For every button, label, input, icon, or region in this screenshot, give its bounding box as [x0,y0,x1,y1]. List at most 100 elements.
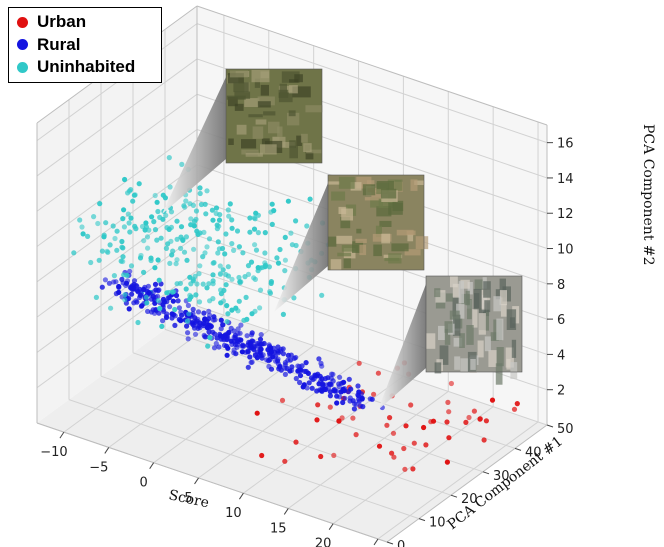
data-point-uninhabited [157,305,163,312]
image-texture [410,179,418,191]
x-tick-mark [373,538,379,546]
data-point-rural [116,289,122,295]
data-point-uninhabited [196,299,203,305]
y-tick-mark [418,518,426,522]
data-point-rural [126,306,132,312]
data-point-urban [410,466,416,472]
x-tick-mark [104,447,110,454]
x-tick-label: −10 [40,445,67,460]
data-point-rural [206,316,212,322]
data-point-urban [511,406,518,412]
y-tick-label: 0 [397,539,405,547]
image-texture [459,333,465,348]
data-point-urban [254,410,260,416]
data-point-rural [150,307,156,313]
data-point-uninhabited [136,181,142,187]
data-point-rural [350,398,356,404]
image-texture [260,144,277,155]
data-point-uninhabited [93,294,99,300]
data-point-rural [340,399,346,406]
data-point-uninhabited [120,258,126,265]
data-point-uninhabited [178,245,184,251]
pane-edge [196,5,548,126]
image-texture [452,314,461,336]
data-point-uninhabited [204,285,210,291]
data-point-rural [190,306,196,312]
data-point-rural [285,352,291,358]
data-point-rural [119,276,125,282]
data-point-rural [102,277,108,283]
image-texture [388,253,402,264]
data-point-rural [163,314,170,321]
data-point-uninhabited [229,225,235,231]
data-point-uninhabited [207,335,213,341]
data-point-uninhabited [179,161,185,167]
image-texture [458,281,464,304]
data-point-rural [257,336,264,342]
image-texture [434,288,441,298]
data-point-rural [137,292,143,298]
data-point-uninhabited [223,282,229,288]
data-point-uninhabited [245,271,252,277]
data-point-uninhabited [253,210,259,216]
data-point-rural [185,302,191,309]
data-point-uninhabited [220,267,226,273]
data-point-uninhabited [143,294,149,300]
z-tick-label: 6 [557,313,565,328]
data-point-rural [106,280,112,286]
data-point-uninhabited [139,223,146,230]
data-point-urban [481,437,487,443]
data-point-uninhabited [152,192,158,199]
x-tick-mark [194,477,199,485]
data-point-uninhabited [126,188,133,194]
data-point-rural [310,376,316,383]
data-point-rural [327,393,333,399]
data-point-rural [195,309,202,315]
data-point-uninhabited [216,223,222,229]
data-point-uninhabited [255,230,261,236]
data-point-uninhabited [188,216,194,222]
data-point-uninhabited [168,209,175,215]
data-point-uninhabited [204,244,210,250]
grid-line-x-floor [332,406,494,525]
data-point-rural [329,371,335,377]
data-point-uninhabited [207,298,213,304]
data-point-uninhabited [191,218,198,224]
data-point-uninhabited [229,241,235,247]
data-point-uninhabited [148,255,154,261]
data-point-uninhabited [282,234,288,240]
data-point-rural [297,379,303,386]
data-point-rural [220,322,226,328]
data-point-rural [137,286,143,292]
data-point-rural [238,322,244,328]
data-point-rural [293,354,299,361]
image-texture [500,303,507,317]
data-point-uninhabited [125,211,131,217]
image-texture [328,181,340,185]
data-point-uninhabited [163,245,169,251]
data-point-uninhabited [213,210,219,217]
data-point-rural [334,400,340,406]
x-tick-label: −5 [89,460,108,475]
grid-line-z-wall [36,129,198,247]
data-point-rural [323,382,329,388]
data-point-uninhabited [262,230,268,236]
data-point-uninhabited [177,280,183,286]
data-point-rural [185,336,191,342]
image-texture [445,293,453,302]
callout-wedge [378,284,426,410]
data-point-rural [131,285,137,291]
image-texture [352,241,364,253]
data-point-uninhabited [184,318,190,324]
data-point-rural [275,358,281,364]
data-point-rural [258,332,264,338]
data-point-uninhabited [141,238,147,244]
image-texture [472,309,478,328]
image-texture [341,208,353,221]
data-point-uninhabited [101,234,107,240]
image-texture [444,321,453,333]
data-point-rural [99,284,105,290]
image-texture [300,133,308,143]
data-point-uninhabited [251,215,257,221]
data-point-uninhabited [217,271,224,277]
